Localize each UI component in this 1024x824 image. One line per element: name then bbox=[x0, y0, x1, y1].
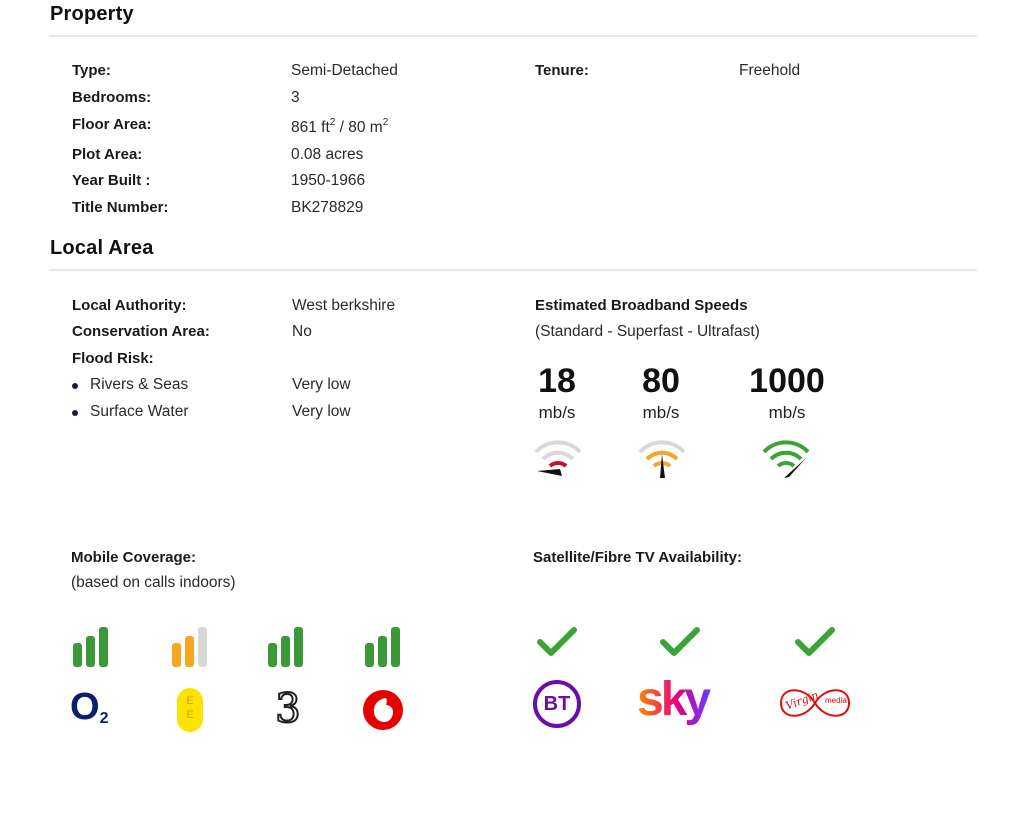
local-authority-value: West berkshire bbox=[292, 297, 396, 314]
speedometer-high-icon bbox=[762, 440, 810, 478]
bedrooms-label: Bedrooms: bbox=[72, 89, 152, 106]
local-area-heading: Local Area bbox=[50, 237, 154, 259]
signal-bars-three-icon bbox=[268, 627, 303, 667]
tv-availability-title: Satellite/Fibre TV Availability: bbox=[533, 549, 742, 566]
rivers-seas-value: Very low bbox=[292, 376, 351, 393]
property-divider bbox=[49, 35, 977, 37]
three-logo: 3 bbox=[274, 685, 301, 733]
check-virgin-icon bbox=[795, 627, 835, 656]
mobile-coverage-title: Mobile Coverage: bbox=[71, 549, 197, 566]
year-built-value: 1950-1966 bbox=[291, 172, 366, 189]
speed-superfast-unit: mb/s bbox=[642, 403, 680, 422]
signal-bars-ee-icon bbox=[172, 627, 207, 667]
signal-bars-o2-icon bbox=[73, 627, 108, 667]
tenure-label: Tenure: bbox=[535, 62, 589, 79]
property-heading: Property bbox=[50, 3, 134, 25]
mobile-coverage-subtitle: (based on calls indoors) bbox=[71, 574, 236, 591]
plot-area-value: 0.08 acres bbox=[291, 146, 364, 163]
bullet-icon bbox=[72, 383, 78, 389]
speed-standard-unit: mb/s bbox=[538, 403, 576, 422]
speedometer-medium-icon bbox=[638, 440, 686, 478]
check-sky-icon bbox=[660, 627, 700, 656]
speed-superfast-value: 80 bbox=[642, 362, 680, 400]
check-bt-icon bbox=[537, 627, 577, 656]
bedrooms-value: 3 bbox=[291, 89, 300, 106]
title-number-value: BK278829 bbox=[291, 199, 364, 216]
local-authority-label: Local Authority: bbox=[72, 297, 187, 314]
vodafone-logo bbox=[363, 690, 403, 730]
year-built-label: Year Built : bbox=[72, 172, 151, 189]
signal-bars-vodafone-icon bbox=[365, 627, 400, 667]
floor-area-value: 861 ft2 / 80 m2 bbox=[291, 117, 389, 136]
title-number-label: Title Number: bbox=[72, 199, 169, 216]
bt-logo: BT bbox=[533, 680, 581, 728]
floor-area-label: Floor Area: bbox=[72, 116, 152, 133]
flood-risk-label: Flood Risk: bbox=[72, 350, 154, 367]
local-area-divider bbox=[49, 269, 977, 271]
conservation-area-value: No bbox=[292, 323, 312, 340]
plot-area-label: Plot Area: bbox=[72, 146, 143, 163]
conservation-area-label: Conservation Area: bbox=[72, 323, 210, 340]
surface-water-label: Surface Water bbox=[90, 403, 189, 420]
speed-ultrafast-value: 1000 bbox=[749, 362, 825, 400]
virgin-media-logo: Virgin media bbox=[777, 682, 853, 724]
bullet-icon bbox=[72, 410, 78, 416]
tenure-value: Freehold bbox=[739, 62, 801, 79]
o2-logo: O2 bbox=[70, 686, 109, 728]
broadband-title: Estimated Broadband Speeds bbox=[535, 297, 748, 314]
broadband-subtitle: (Standard - Superfast - Ultrafast) bbox=[535, 323, 760, 340]
sky-logo: sky bbox=[637, 672, 727, 728]
speedometer-low-icon bbox=[534, 440, 582, 476]
type-label: Type: bbox=[72, 62, 111, 79]
type-value: Semi-Detached bbox=[291, 62, 398, 79]
rivers-seas-label: Rivers & Seas bbox=[90, 376, 189, 393]
speed-ultrafast-unit: mb/s bbox=[768, 403, 806, 422]
surface-water-value: Very low bbox=[292, 403, 351, 420]
speed-standard-value: 18 bbox=[538, 362, 576, 400]
